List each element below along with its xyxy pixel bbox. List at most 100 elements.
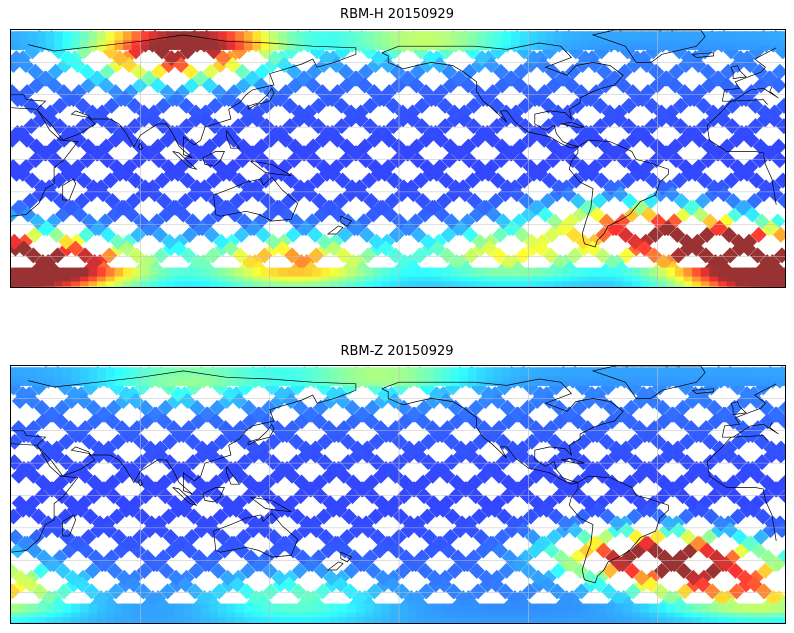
swath-cell bbox=[643, 97, 660, 114]
swath-cell bbox=[652, 583, 669, 600]
swath-cell bbox=[554, 70, 571, 87]
swath-cell bbox=[330, 267, 342, 277]
swath-cell bbox=[278, 426, 295, 443]
swath-cell bbox=[154, 172, 171, 189]
swath-cell bbox=[198, 406, 215, 423]
swath-cell bbox=[632, 392, 649, 409]
swath-cell bbox=[326, 460, 343, 477]
swath-cell bbox=[614, 272, 626, 282]
swath-cell bbox=[554, 603, 566, 613]
swath-cell bbox=[304, 376, 316, 386]
swath-cell bbox=[209, 376, 221, 386]
swath-cell bbox=[467, 372, 479, 382]
swath-cell bbox=[29, 433, 46, 450]
swath-cell bbox=[451, 145, 468, 162]
swath-cell bbox=[679, 433, 696, 450]
swath-cell bbox=[696, 392, 713, 409]
swath-cell bbox=[519, 367, 531, 377]
swath-cell bbox=[476, 36, 488, 46]
swath-cell bbox=[433, 40, 445, 50]
swath-cell bbox=[636, 460, 653, 477]
swath-cell bbox=[735, 603, 747, 613]
swath-cell bbox=[226, 84, 243, 101]
swath-cell bbox=[627, 233, 644, 250]
swath-cell bbox=[536, 613, 548, 623]
swath-cell bbox=[89, 623, 100, 624]
swath-cell bbox=[20, 206, 37, 223]
swath-cell bbox=[183, 372, 195, 382]
swath-cell bbox=[36, 36, 48, 46]
swath-cell bbox=[148, 40, 160, 50]
swath-cell bbox=[482, 535, 499, 552]
swath-cell bbox=[259, 474, 276, 491]
swath-cell bbox=[226, 206, 243, 223]
swath-cell bbox=[754, 454, 771, 471]
swath-cell bbox=[459, 603, 471, 613]
swath-cell bbox=[269, 367, 281, 377]
swath-cell bbox=[384, 192, 401, 209]
swath-cell bbox=[340, 454, 357, 471]
swath-cell bbox=[114, 267, 126, 277]
swath-cell bbox=[316, 454, 333, 471]
map-title-bottom: RBM-Z 20150929 bbox=[340, 344, 454, 359]
swath-cell bbox=[539, 192, 556, 209]
swath-cell bbox=[24, 392, 41, 409]
swath-cell bbox=[218, 494, 235, 511]
swath-cell bbox=[674, 603, 686, 613]
swath-cell bbox=[762, 145, 779, 162]
swath-cell bbox=[659, 440, 676, 457]
swath-cell bbox=[718, 267, 730, 277]
swath-cell bbox=[748, 172, 765, 189]
swath-cell bbox=[416, 40, 428, 50]
swath-cell bbox=[312, 608, 324, 618]
swath-cell bbox=[278, 206, 295, 223]
swath-cell bbox=[278, 613, 290, 623]
swath-cell bbox=[192, 367, 204, 377]
swath-cell bbox=[598, 454, 615, 471]
swath-cell bbox=[289, 508, 306, 525]
swath-cell bbox=[439, 247, 456, 264]
swath-cell bbox=[48, 447, 65, 464]
swath-cell bbox=[25, 467, 42, 484]
swath-cell bbox=[206, 118, 223, 135]
swath-cell bbox=[692, 267, 704, 277]
swath-cell bbox=[277, 84, 294, 101]
swath-cell bbox=[399, 603, 410, 613]
swath-cell bbox=[640, 287, 651, 288]
swath-cell bbox=[696, 172, 713, 189]
swath-cell bbox=[278, 376, 290, 386]
swath-cell bbox=[293, 474, 310, 491]
swath-cell bbox=[477, 623, 488, 624]
swath-cell bbox=[122, 84, 139, 101]
swath-cell bbox=[88, 372, 100, 382]
swath-cell bbox=[258, 118, 275, 135]
swath-cell bbox=[580, 367, 592, 377]
swath-cell bbox=[664, 406, 681, 423]
swath-cell bbox=[143, 515, 160, 532]
swath-cell bbox=[646, 467, 663, 484]
swath-cell bbox=[251, 481, 268, 498]
swath-cell bbox=[278, 367, 290, 377]
swath-cell bbox=[54, 36, 66, 46]
swath-cell bbox=[261, 267, 273, 277]
swath-cell bbox=[450, 367, 462, 377]
swath-cell bbox=[459, 277, 471, 287]
swath-cell bbox=[355, 277, 367, 287]
swath-cell bbox=[221, 386, 238, 403]
swath-cell bbox=[184, 213, 201, 230]
coastline-australia bbox=[213, 176, 299, 222]
swath-cell bbox=[312, 267, 324, 277]
swath-cell bbox=[390, 613, 402, 623]
swath-cell bbox=[244, 287, 255, 288]
swath-cell bbox=[493, 372, 505, 382]
swath-cell bbox=[762, 522, 779, 539]
swath-cell bbox=[228, 501, 245, 518]
swath-cell bbox=[54, 287, 65, 288]
swath-cell bbox=[417, 84, 434, 101]
swath-cell bbox=[284, 420, 301, 437]
swath-cell bbox=[485, 206, 502, 223]
swath-cell bbox=[632, 287, 643, 288]
swath-cell bbox=[261, 31, 273, 41]
coastline-uk bbox=[730, 65, 747, 79]
swath-cell bbox=[45, 277, 57, 287]
